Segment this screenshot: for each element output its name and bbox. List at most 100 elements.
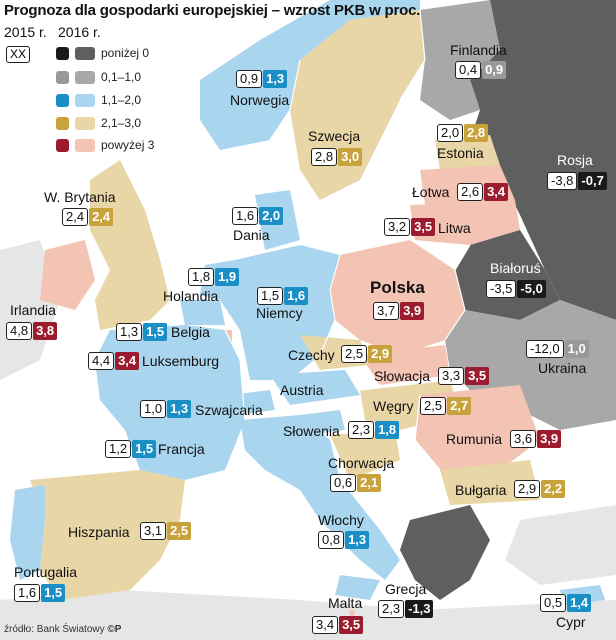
value-2016: 3,5 [339,616,364,634]
country-name: Estonia [437,145,484,161]
value-2015: -3,5 [486,280,517,298]
country-ukraine-name: Ukraina [538,360,586,376]
country-name: Węgry [373,398,414,414]
value-2015: 2,3 [348,421,375,439]
value-2016: -5,0 [517,280,546,298]
country-name: Łotwa [412,184,450,200]
country-name: Słowacja [374,368,431,384]
country-belarus-name: Białoruś [490,260,541,276]
country-switzerland-values: 1,0 1,3 [140,400,192,418]
value-2015: 1,5 [257,287,284,305]
country-name: Ukraina [538,360,587,376]
country-name: Austria [280,382,324,398]
legend-region-swatch [75,93,95,107]
country-cyprus-name: Cypr [556,614,586,630]
country-hungary-name: Węgry [373,398,413,414]
value-2016: 3,4 [115,352,140,370]
region-switzerland [230,390,275,415]
country-name: Francja [158,441,205,457]
source-text: źródło: Bank Światowy [4,624,105,635]
country-germany-values: 1,5 1,6 [257,287,309,305]
country-estonia-name: Estonia [437,145,484,161]
country-denmark-name: Dania [233,227,270,243]
country-name: Dania [233,227,270,243]
legend-label: powyżej 3 [101,138,155,152]
value-2015: 1,6 [232,207,259,225]
country-latvia-values: 2,6 3,4 [457,183,509,201]
country-austria-name: Austria [280,382,324,398]
legend-swatch-gold [56,116,69,130]
value-2015: 3,7 [373,302,400,320]
value-2016: 3,9 [537,430,562,448]
region-sicily [335,575,380,600]
country-name: Szwajcaria [195,402,263,418]
value-2016: -0,7 [578,172,607,190]
legend-swatch-grey [56,70,69,84]
country-russia-values: -3,8 -0,7 [547,172,607,190]
country-lithuania-values: 3,2 3,5 [384,218,436,236]
country-denmark-values: 1,6 2,0 [232,207,284,225]
country-italy-values: 0,8 1,3 [318,531,370,549]
country-sweden-name: Szwecja [308,128,360,144]
value-2016: 1,3 [167,400,192,418]
country-malta-values: 3,4 3,5 [312,616,364,634]
legend-sample-box: XX [6,45,31,63]
year-2015-label: 2015 r. [4,24,47,40]
country-name: Rosja [557,152,593,168]
country-slovenia-values: 2,3 1,8 [348,421,400,439]
country-belgium-values: 1,3 1,5 [116,323,168,341]
country-hungary-values: 2,5 2,7 [420,397,472,415]
value-2015: 1,0 [140,400,167,418]
legend-label: 0,1–1,0 [101,70,142,84]
country-bulgaria-values: 2,9 2,2 [514,480,566,498]
country-norway-values: 0,9 1,3 [236,70,288,88]
turkey-land [505,505,616,585]
country-czech-values: 2,5 2,9 [341,345,393,363]
country-switzerland-name: Szwajcaria [195,402,263,418]
country-uk-name: W. Brytania [44,189,116,205]
value-2016: 1,3 [345,531,370,549]
country-greece-values: 2,3 -1,3 [378,600,434,618]
region-spain [30,470,185,600]
value-2015: -3,8 [547,172,578,190]
country-poland-name: Polska [370,278,425,298]
country-name: Cypr [556,614,586,630]
country-belarus-values: -3,5 -5,0 [486,280,546,298]
region-estonia [435,135,500,170]
legend-item-1-2: 1,1–2,0 [56,93,141,107]
country-name: Białoruś [490,260,541,276]
value-2015: 4,4 [88,352,115,370]
region-croatia [330,430,400,480]
value-2015: 1,6 [14,584,41,602]
value-2016: 2,4 [89,208,114,226]
map-title: Prognoza dla gospodarki europejskiej – w… [4,2,421,19]
value-2016: 2,1 [357,474,382,492]
value-2016: 1,3 [263,70,288,88]
logo-mark: ©P [107,624,122,635]
value-2016: 1,8 [375,421,400,439]
legend-region-swatch [75,138,95,152]
value-2016: 3,4 [484,183,509,201]
value-2016: 3,5 [465,367,490,385]
country-luxembourg-name: Luksemburg [142,353,219,369]
value-2015: -12,0 [526,340,564,358]
region-romania [415,385,540,470]
value-2016: 1,5 [143,323,168,341]
country-lithuania-name: Litwa [438,220,471,236]
value-2015: 1,3 [116,323,143,341]
country-name: Polska [370,278,425,297]
legend-item-0-1: 0,1–1,0 [56,70,141,84]
africa-land [0,590,616,640]
value-2016: 1,4 [567,594,592,612]
value-2015: 3,2 [384,218,411,236]
legend-label: 2,1–3,0 [101,116,142,130]
country-czech-name: Czechy [288,347,335,363]
value-2015: 3,1 [140,522,167,540]
country-netherlands-values: 1,8 1,9 [188,268,240,286]
legend-item-below-zero: poniżej 0 [56,46,149,60]
country-name: W. Brytania [44,189,116,205]
legend-swatch-dark [56,46,69,60]
value-2016: 1,0 [564,340,589,358]
country-bulgaria-name: Bułgaria [455,482,506,498]
